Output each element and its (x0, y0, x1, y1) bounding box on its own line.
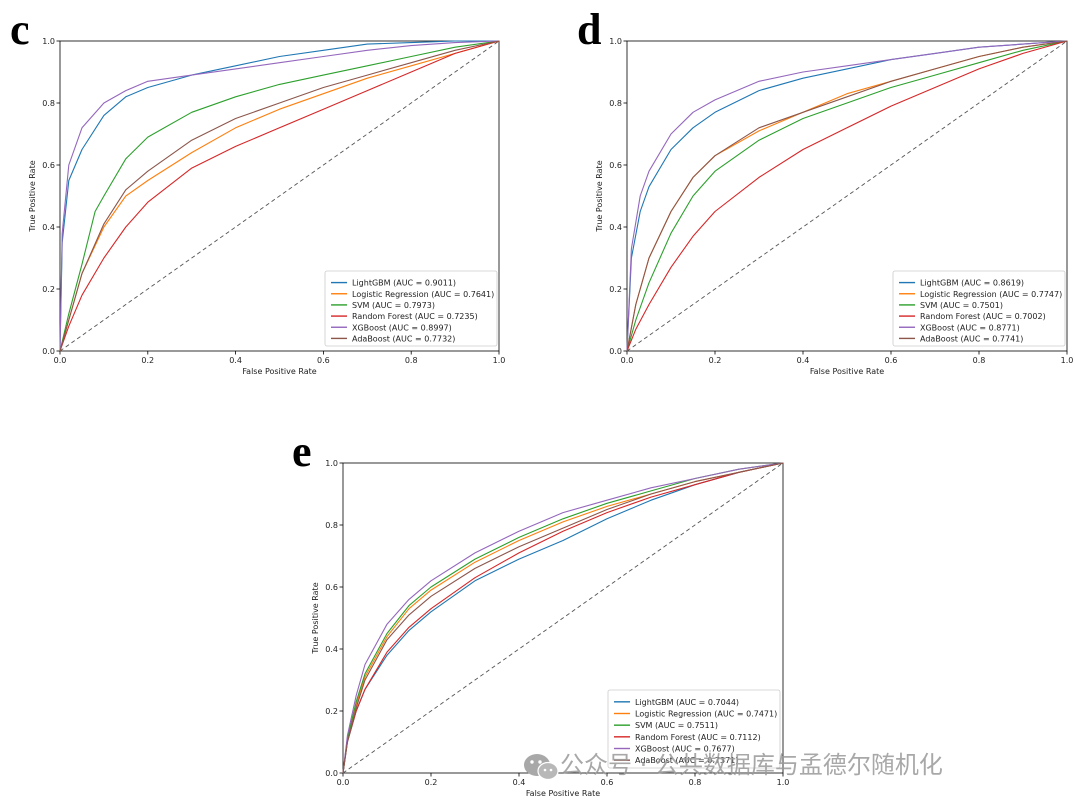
y-tick-label: 0.4 (325, 645, 338, 654)
x-tick-label: 0.4 (229, 356, 242, 365)
legend-entry: AdaBoost (AUC = 0.7371) (635, 756, 738, 765)
watermark: 公众号 · 公共数据库与孟德尔随机化 (524, 751, 943, 781)
y-tick-label: 0.0 (42, 347, 55, 356)
x-tick-label: 0.6 (601, 778, 614, 787)
y-tick-label: 0.8 (609, 99, 622, 108)
y-tick-label: 0.2 (42, 285, 55, 294)
chance-line (626, 40, 1068, 352)
y-tick-label: 0.0 (325, 769, 338, 778)
x-axis-title: False Positive Rate (526, 789, 600, 798)
roc-curve-6 (59, 40, 500, 352)
y-axis-title: True Positive Rate (28, 160, 37, 232)
legend-box (324, 270, 498, 347)
roc-curve-3 (626, 40, 1068, 352)
roc-curve-6 (342, 462, 784, 774)
y-axis-title: True Positive Rate (595, 160, 604, 232)
x-tick-label: 0.0 (621, 356, 634, 365)
y-tick-label: 0.4 (42, 223, 55, 232)
x-tick-label: 1.0 (777, 778, 790, 787)
x-tick-label: 0.6 (885, 356, 898, 365)
chance-line (342, 462, 784, 774)
x-tick-label: 0.4 (513, 778, 526, 787)
legend-entry: SVM (AUC = 0.7511) (635, 721, 718, 730)
y-axis-title: True Positive Rate (311, 582, 320, 654)
y-tick-label: 0.6 (609, 161, 622, 170)
panel-letter: e (292, 427, 312, 476)
panel-letter: d (577, 5, 601, 54)
legend-entry: LightGBM (AUC = 0.8619) (920, 279, 1024, 288)
legend-entry: Random Forest (AUC = 0.7112) (635, 733, 761, 742)
legend-entry: Logistic Regression (AUC = 0.7471) (635, 710, 777, 719)
x-tick-label: 0.2 (141, 356, 154, 365)
x-axis-title: False Positive Rate (242, 367, 316, 376)
x-tick-label: 1.0 (493, 356, 506, 365)
x-tick-label: 0.8 (405, 356, 418, 365)
x-tick-label: 0.0 (54, 356, 67, 365)
legend-entry: Random Forest (AUC = 0.7235) (352, 312, 478, 321)
roc-curve-5 (59, 40, 500, 352)
x-tick-label: 0.8 (973, 356, 986, 365)
y-tick-label: 0.2 (325, 707, 338, 716)
roc-curve-4 (626, 40, 1068, 352)
y-tick-label: 0.2 (609, 285, 622, 294)
x-tick-label: 0.2 (709, 356, 722, 365)
x-tick-label: 0.8 (689, 778, 702, 787)
legend-entry: AdaBoost (AUC = 0.7741) (920, 334, 1023, 343)
x-tick-label: 0.6 (317, 356, 330, 365)
roc-curve-4 (59, 40, 500, 352)
panel-letter: c (10, 5, 30, 54)
roc-curve-5 (626, 40, 1068, 352)
legend: LightGBM (AUC = 0.9011) Logistic Regressi… (324, 270, 498, 347)
y-tick-label: 0.8 (42, 99, 55, 108)
y-tick-label: 0.4 (609, 223, 622, 232)
legend-entry: XGBoost (AUC = 0.8771) (920, 323, 1020, 332)
legend-entry: SVM (AUC = 0.7973) (352, 301, 435, 310)
panel-e-roc-chart: e 0.0 0.2 0.4 0.6 0.8 1.0 0.0 0.2 0.4 0.6 0.8 1.0 Fal… (292, 427, 789, 798)
x-tick-label: 1.0 (1061, 356, 1074, 365)
legend-entry: Logistic Regression (AUC = 0.7641) (352, 290, 494, 299)
legend-box (892, 270, 1066, 347)
legend-entry: XGBoost (AUC = 0.8997) (352, 323, 452, 332)
panel-d-roc-chart: d 0.0 0.2 0.4 0.6 0.8 1.0 0.0 0.2 0.4 0.6 0.8 1.0 Fal… (577, 5, 1073, 376)
y-tick-label: 0.6 (325, 583, 338, 592)
x-tick-label: 0.4 (797, 356, 810, 365)
legend-entry: Random Forest (AUC = 0.7002) (920, 312, 1046, 321)
wechat-icon (524, 754, 559, 781)
y-tick-label: 0.0 (609, 347, 622, 356)
watermark-text: 公众号 · 公共数据库与孟德尔随机化 (560, 751, 943, 779)
legend-entry: SVM (AUC = 0.7501) (920, 301, 1003, 310)
roc-curve-3 (342, 462, 784, 774)
legend: LightGBM (AUC = 0.7044) Logistic Regressi… (607, 689, 781, 769)
roc-curve-6 (626, 40, 1068, 352)
y-tick-label: 1.0 (325, 459, 338, 468)
roc-curve-3 (59, 40, 500, 352)
legend-box (607, 689, 781, 769)
x-tick-label: 0.0 (337, 778, 350, 787)
x-tick-label: 0.2 (425, 778, 438, 787)
legend-entry: Logistic Regression (AUC = 0.7747) (920, 290, 1062, 299)
panel-c-roc-chart: c 0.0 0.2 0.4 0.6 0.8 1.0 0.0 0.2 0.4 0.6 0.8 1.0 Fal… (10, 5, 505, 376)
y-tick-label: 1.0 (42, 37, 55, 46)
legend-entry: LightGBM (AUC = 0.7044) (635, 698, 739, 707)
y-tick-label: 0.6 (42, 161, 55, 170)
legend: LightGBM (AUC = 0.8619) Logistic Regressi… (892, 270, 1066, 347)
y-tick-label: 1.0 (609, 37, 622, 46)
legend-entry: LightGBM (AUC = 0.9011) (352, 279, 456, 288)
legend-entry: AdaBoost (AUC = 0.7732) (352, 334, 455, 343)
y-tick-label: 0.8 (325, 521, 338, 530)
roc-curve-4 (342, 462, 784, 774)
x-axis-title: False Positive Rate (810, 367, 884, 376)
chance-line (59, 40, 500, 352)
legend-entry: XGBoost (AUC = 0.7677) (635, 745, 735, 754)
roc-curve-5 (342, 462, 784, 774)
